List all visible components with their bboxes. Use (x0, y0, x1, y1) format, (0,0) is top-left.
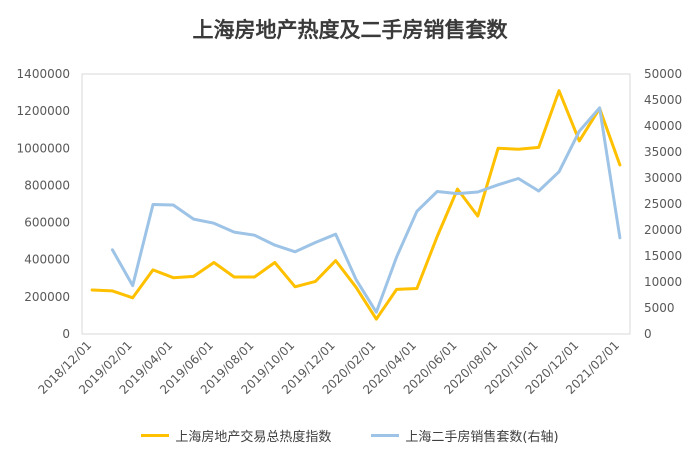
plot-area (81, 73, 631, 335)
data-point-heat-index (578, 139, 581, 143)
data-point-resale-count (293, 250, 297, 254)
data-point-resale-count (578, 130, 581, 133)
data-point-resale-count (517, 177, 520, 180)
y-right-tick-label: 15000 (644, 249, 682, 263)
data-point-resale-count (151, 203, 155, 206)
y-left-tick-label: 400000 (24, 253, 70, 267)
data-point-resale-count (131, 284, 134, 287)
y-right-tick-label: 10000 (644, 275, 682, 289)
series-line-resale-count (110, 106, 622, 314)
y-left-tick-label: 1200000 (17, 104, 70, 118)
y-left-tick-label: 1400000 (17, 67, 70, 81)
y-right-tick-label: 45000 (644, 93, 682, 107)
legend-item-heat-index: 上海房地产交易总热度指数 (141, 426, 331, 445)
data-point-heat-index (557, 89, 561, 92)
y-right-tick-label: 50000 (644, 67, 682, 81)
chart-title: 上海房地产热度及二手房销售套数 (192, 18, 508, 42)
data-point-resale-count (375, 310, 378, 314)
data-point-resale-count (172, 203, 175, 207)
y-right-tick-label: 30000 (644, 171, 682, 185)
data-point-heat-index (192, 275, 195, 278)
data-point-heat-index (212, 261, 216, 264)
data-point-heat-index (151, 268, 155, 272)
data-point-resale-count (273, 243, 277, 247)
data-point-heat-index (517, 148, 520, 151)
y-right-tick-label: 5000 (644, 301, 675, 315)
data-point-resale-count (395, 255, 398, 259)
legend-label-heat-index: 上海房地产交易总热度指数 (175, 430, 332, 445)
data-point-resale-count (354, 278, 358, 281)
data-point-resale-count (192, 217, 195, 221)
data-point-resale-count (253, 234, 256, 237)
y-left-tick-label: 600000 (24, 216, 70, 230)
data-point-resale-count (334, 232, 337, 236)
y-left-tick-label: 800000 (24, 178, 70, 192)
legend-item-resale-count: 上海二手房销售套数(右轴) (371, 426, 559, 445)
legend-swatch-resale-count (371, 434, 400, 437)
data-point-heat-index (537, 146, 540, 149)
data-point-resale-count (537, 189, 540, 193)
data-point-heat-index (354, 286, 358, 289)
y-right-tick-label: 25000 (644, 197, 682, 211)
y-left-tick-label: 1000000 (17, 141, 70, 155)
data-point-heat-index (395, 288, 398, 291)
data-point-resale-count (456, 192, 459, 195)
data-point-heat-index (334, 259, 337, 262)
data-point-heat-index (131, 296, 134, 299)
data-point-resale-count (111, 248, 114, 251)
data-point-heat-index (435, 235, 439, 238)
data-point-heat-index (90, 288, 94, 292)
legend-swatch-heat-index (141, 434, 170, 437)
data-point-resale-count (598, 106, 601, 110)
data-point-resale-count (415, 210, 419, 213)
data-point-heat-index (314, 280, 317, 283)
data-point-heat-index (476, 214, 479, 218)
y-left-tick-label: 200000 (24, 290, 70, 304)
data-point-heat-index (375, 317, 378, 321)
legend-label-resale-count: 上海二手房销售套数(右轴) (405, 430, 559, 445)
y-right-tick-label: 35000 (644, 145, 682, 159)
data-point-heat-index (273, 261, 277, 264)
data-point-heat-index (496, 147, 500, 150)
data-point-resale-count (476, 190, 479, 194)
data-point-resale-count (435, 190, 439, 193)
y-left-tick-label: 0 (62, 327, 70, 341)
data-point-heat-index (618, 163, 622, 167)
y-right-tick-label: 20000 (644, 223, 682, 237)
data-point-resale-count (618, 236, 622, 239)
data-point-heat-index (415, 287, 419, 290)
data-point-heat-index (111, 289, 114, 293)
data-point-resale-count (233, 230, 236, 234)
legend: 上海房地产交易总热度指数 上海二手房销售套数(右轴) (0, 426, 700, 445)
data-point-resale-count (212, 222, 216, 225)
y-right-tick-label: 40000 (644, 119, 682, 133)
data-point-heat-index (172, 276, 175, 279)
data-point-resale-count (314, 241, 317, 244)
data-point-resale-count (557, 170, 561, 173)
line-chart: 0200000400000600000800000100000012000001… (17, 67, 683, 397)
data-point-heat-index (293, 285, 297, 289)
data-point-heat-index (233, 275, 236, 279)
data-point-resale-count (496, 183, 500, 186)
data-point-heat-index (456, 187, 459, 191)
y-right-tick-label: 0 (644, 327, 652, 341)
data-point-heat-index (253, 275, 256, 279)
